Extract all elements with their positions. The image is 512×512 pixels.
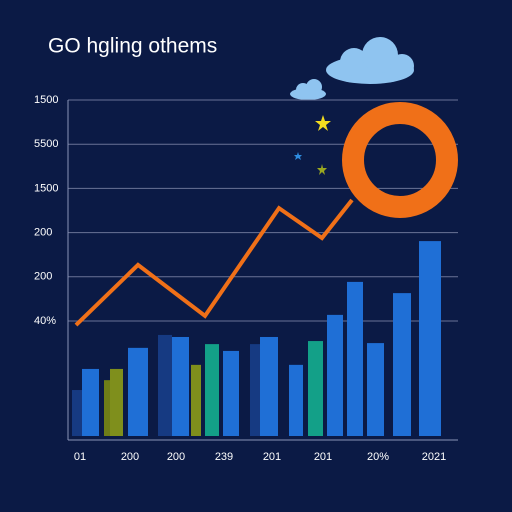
x-tick-label: 239 <box>215 451 233 463</box>
chart-title: GO hgling othems <box>48 35 217 58</box>
bar <box>191 364 201 436</box>
bar <box>104 380 110 436</box>
y-tick-label: 5500 <box>34 138 58 150</box>
bar <box>158 334 172 436</box>
star <box>317 164 327 175</box>
x-tick-label: 200 <box>167 451 185 463</box>
ring <box>342 102 458 218</box>
y-tick-label: 200 <box>34 271 52 283</box>
bar <box>128 347 148 436</box>
bar <box>110 368 123 436</box>
star <box>294 152 302 160</box>
y-tick-label: 1500 <box>34 182 58 194</box>
bar <box>260 336 278 436</box>
x-tick-label: 01 <box>74 451 86 463</box>
star <box>315 115 331 131</box>
x-tick-label: 201 <box>263 451 281 463</box>
bar <box>250 344 260 436</box>
x-tick-label: 200 <box>121 451 139 463</box>
y-tick-label: 40% <box>34 315 56 327</box>
bar <box>289 364 303 436</box>
bar <box>223 350 239 436</box>
bar <box>82 368 99 436</box>
bar <box>327 314 343 436</box>
cloud <box>326 37 414 84</box>
line <box>74 198 354 327</box>
plot: 40% 200 200 1500 5500 1500 01 200 200 239 201 201 20… <box>34 94 458 463</box>
y-tick-label: 1500 <box>34 94 58 106</box>
y-tick-label: 200 <box>34 227 52 239</box>
bar <box>393 293 411 436</box>
bar <box>347 281 363 436</box>
bar <box>419 241 441 436</box>
cloud <box>290 79 326 100</box>
bar <box>205 344 219 436</box>
bar <box>308 341 323 436</box>
bar <box>72 390 82 436</box>
bar <box>367 343 384 436</box>
bar <box>172 336 189 436</box>
x-tick-label: 2021 <box>422 451 446 463</box>
x-tick-label: 20% <box>367 451 389 463</box>
x-tick-label: 201 <box>314 451 332 463</box>
